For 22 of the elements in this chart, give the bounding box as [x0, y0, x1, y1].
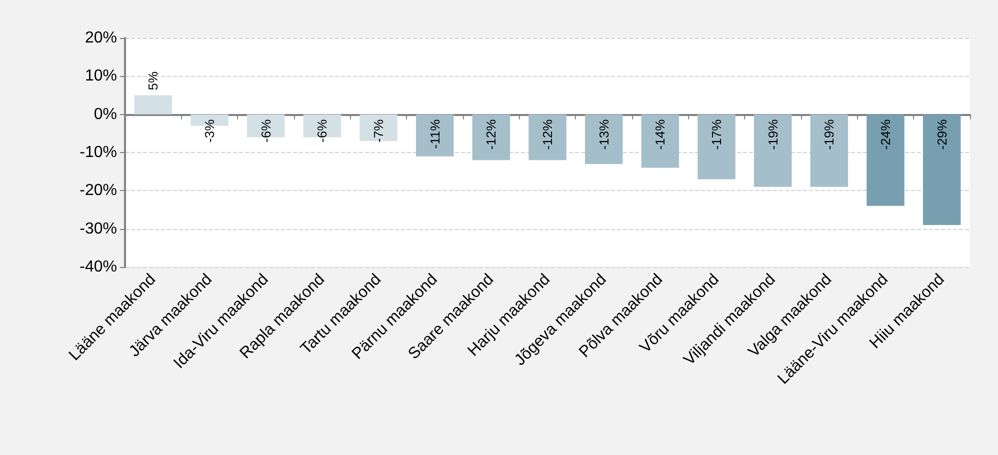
data-label: -6%	[314, 118, 330, 142]
data-label: -7%	[371, 118, 386, 142]
y-tick-label: 10%	[84, 68, 117, 85]
y-tick-label: 0%	[94, 106, 117, 123]
data-label: -12%	[484, 118, 499, 150]
data-label: -3%	[202, 118, 217, 142]
data-label: -14%	[652, 118, 668, 150]
y-tick-label: -30%	[80, 220, 117, 238]
data-label: -11%	[427, 118, 442, 149]
y-tick-label: 20%	[84, 30, 117, 46]
data-label: -24%	[878, 118, 893, 150]
data-label: -19%	[822, 118, 837, 150]
data-label: -19%	[765, 118, 780, 150]
data-label: -12%	[540, 118, 555, 150]
data-label: -17%	[709, 118, 724, 150]
data-label: -29%	[934, 118, 950, 150]
data-label: -6%	[258, 118, 274, 142]
y-tick-label: -40%	[80, 258, 117, 276]
y-tick-label: -20%	[80, 182, 117, 200]
data-label: 5%	[146, 71, 161, 90]
data-label: -13%	[596, 118, 612, 150]
y-tick-label: -10%	[80, 144, 117, 161]
